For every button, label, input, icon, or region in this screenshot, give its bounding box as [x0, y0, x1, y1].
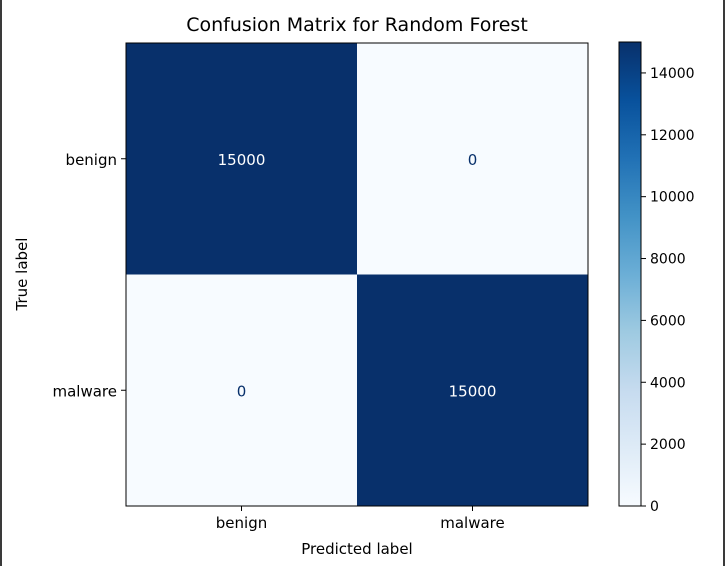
matrix-cell-labels: 15000 0 0 15000 [218, 151, 497, 401]
colorbar-ticks: 0 2000 4000 6000 8000 10000 12000 14000 [641, 66, 695, 515]
matrix-cell [126, 43, 357, 275]
y-axis-label: True label [13, 238, 31, 312]
matrix-cells [126, 43, 588, 506]
cell-value-label: 15000 [449, 382, 497, 400]
y-tick-label: benign [66, 151, 117, 169]
colorbar-tick-label: 2000 [650, 437, 686, 453]
matrix-frame [125, 42, 589, 507]
chart-title: Confusion Matrix for Random Forest [186, 14, 528, 36]
y-axis-ticks: benign malware [53, 151, 126, 400]
colorbar-tick-label: 6000 [650, 313, 686, 329]
colorbar-tick-label: 8000 [650, 252, 686, 268]
colorbar-tick-label: 0 [650, 499, 659, 515]
x-tick-label: benign [216, 514, 267, 532]
colorbar-tick-label: 10000 [650, 190, 695, 206]
colorbar-tick-label: 14000 [650, 66, 695, 82]
colorbar-tick-label: 4000 [650, 375, 686, 391]
cell-value-label: 0 [468, 151, 478, 169]
colorbar-tick-label: 12000 [650, 128, 695, 144]
matrix-cell [357, 274, 588, 506]
cell-value-label: 15000 [218, 151, 266, 169]
matrix-cell [126, 274, 357, 506]
cell-value-label: 0 [237, 382, 247, 400]
x-axis-ticks: benign malware [216, 506, 505, 532]
x-axis-label: Predicted label [301, 540, 412, 558]
colorbar [618, 41, 642, 507]
y-tick-label: malware [53, 382, 118, 400]
x-tick-label: malware [440, 514, 505, 532]
matrix-cell [357, 43, 588, 275]
